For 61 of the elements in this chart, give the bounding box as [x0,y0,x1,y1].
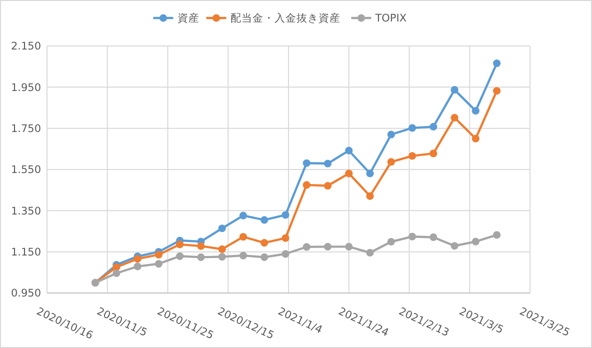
point [239,233,248,241]
point [282,250,290,258]
point [450,242,458,250]
y-tick-label: 0.950 [10,288,41,300]
point [260,216,268,224]
point [260,238,268,247]
point [282,211,290,219]
point [387,238,395,246]
point [408,232,416,240]
point [387,130,395,138]
point [324,160,332,168]
point [197,253,205,261]
y-tick-label: 1.350 [10,205,41,218]
point [197,242,205,250]
point [366,248,374,256]
point [345,170,353,178]
legend-label: 配当金・入金抜き資産 [230,12,340,25]
point [492,231,501,239]
y-tick-label: 2.150 [10,40,41,53]
point [472,134,480,142]
point [218,252,226,261]
point [345,242,353,250]
point [282,234,290,242]
legend-label: TOPIX [374,12,407,25]
point [302,159,310,167]
point [218,224,226,232]
point [154,260,162,268]
y-tick-label: 1.950 [10,82,41,94]
point [239,212,248,220]
point [492,87,501,95]
point [366,192,374,200]
point [112,269,120,278]
point [239,252,248,260]
point [492,59,501,68]
point [345,146,353,154]
point [134,262,142,270]
point [450,114,458,122]
point [387,158,395,166]
point [472,107,480,115]
point [430,233,438,242]
point [218,245,226,253]
point [176,252,184,260]
point [302,243,310,251]
y-tick-label: 1.750 [10,123,41,136]
point [450,86,458,94]
point [324,242,332,250]
y-tick-label: 1.150 [10,246,41,259]
point [134,255,142,263]
point [302,181,310,189]
point [472,238,480,246]
point [324,182,332,190]
point [366,170,374,178]
point [176,240,184,248]
point [408,124,416,132]
point [154,250,162,259]
point [260,253,268,261]
point [408,152,416,160]
point [430,150,438,158]
legend-label: 資産 [177,12,200,25]
point [430,122,438,130]
y-tick-label: 1.550 [10,164,41,176]
